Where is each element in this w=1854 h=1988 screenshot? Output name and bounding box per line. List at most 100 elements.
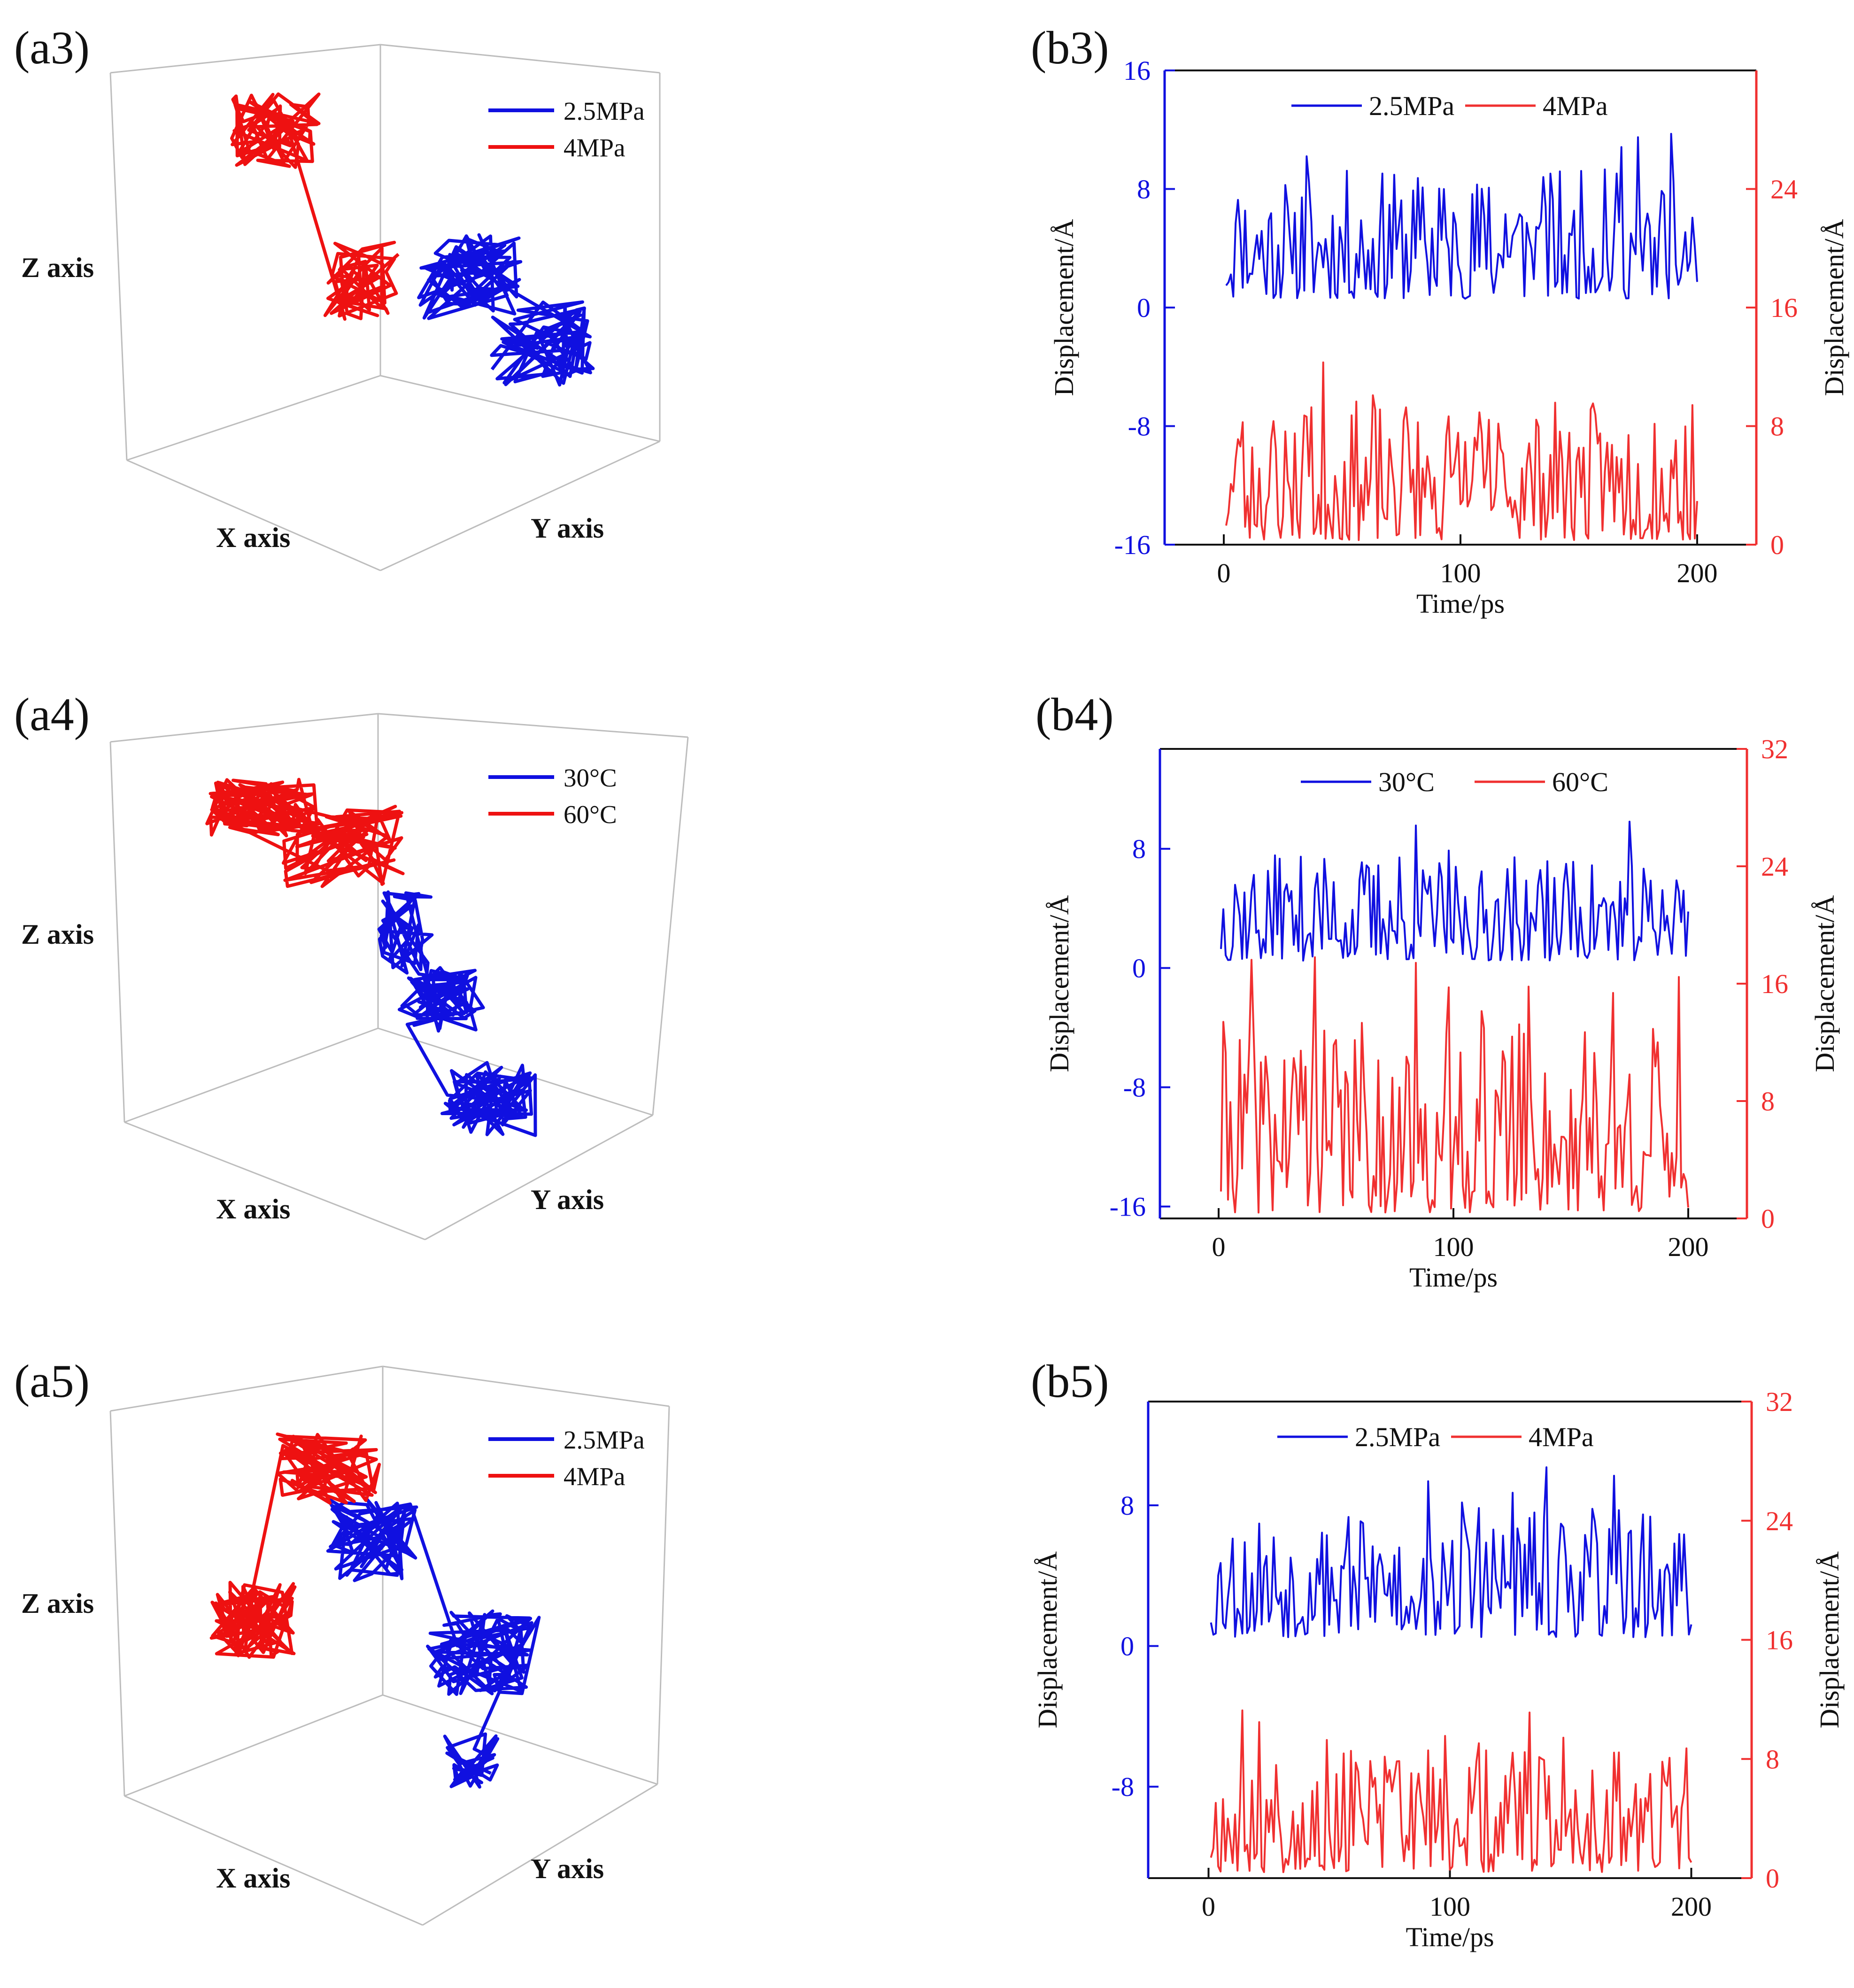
legend-label: 2.5MPa	[1355, 1422, 1440, 1452]
x-tick-label: 100	[1440, 558, 1481, 588]
box-edge	[110, 713, 379, 743]
y-axis-label: Y axis	[531, 513, 604, 544]
box-edge	[380, 375, 660, 442]
y-tick-label-right: 16	[1761, 969, 1788, 999]
box-edge	[124, 1694, 383, 1797]
panel-label: (b5)	[1031, 1355, 1109, 1407]
box-edge	[124, 1795, 423, 1926]
trajectory-4MPa	[209, 1432, 381, 1659]
y-axis-label: Y axis	[531, 1184, 604, 1215]
legend-label: 4MPa	[564, 1462, 625, 1491]
y-tick-label-right: 16	[1770, 293, 1798, 323]
panel-3d-5: (a5) Z axis X axis Y axis 2.5MPa 4MPa	[14, 1355, 670, 1926]
box-edge	[378, 1027, 653, 1116]
y-tick-label-left: 0	[1120, 1631, 1134, 1662]
y-tick-label-left: -16	[1114, 530, 1151, 560]
legend-label: 4MPa	[1543, 91, 1608, 121]
y-tick-label-left: -8	[1128, 411, 1151, 442]
x-tick-label: 0	[1202, 1891, 1215, 1922]
box-edge	[382, 1365, 670, 1407]
panel-label: (a4)	[14, 688, 90, 740]
x-tick-label: 200	[1677, 558, 1718, 588]
z-axis-label: Z axis	[21, 919, 94, 950]
legend-label: 2.5MPa	[564, 1426, 645, 1454]
box-edge	[652, 737, 689, 1116]
y-axis-title-right: Displacement/Å	[1809, 895, 1840, 1072]
trajectory-30C	[377, 890, 537, 1137]
x-tick-label: 200	[1668, 1232, 1709, 1262]
box-edge	[124, 1121, 425, 1241]
x-tick-label: 0	[1217, 558, 1231, 588]
y-axis-label: Y axis	[531, 1853, 604, 1884]
y-axis-title-right: Displacement/Å	[1814, 1551, 1845, 1728]
box-edge	[109, 1410, 125, 1796]
y-tick-label-left: -8	[1112, 1772, 1134, 1802]
series-line-60C	[1220, 956, 1689, 1214]
panel-line-5: 0 100 200 -8 0 8 0 8 16 24 32 Time/ps Displacement/Å…	[1031, 1355, 1845, 1952]
box-edge	[126, 375, 381, 461]
legend-label: 60°C	[564, 800, 617, 829]
series-line-25MPa	[1225, 133, 1698, 300]
series-line-30C	[1220, 820, 1689, 962]
box-edge	[378, 713, 688, 738]
x-axis-label: X axis	[216, 1194, 290, 1225]
y-axis-title-left: Displacement/Å	[1032, 1551, 1063, 1728]
series-line-4MPa	[1210, 1709, 1692, 1873]
z-axis-label: Z axis	[21, 252, 94, 283]
trajectory-25MPa	[417, 233, 595, 387]
legend-label: 30°C	[1378, 767, 1435, 797]
box-edge	[425, 1114, 653, 1241]
panel-label: (a3)	[14, 22, 90, 74]
series-line-25MPa	[1210, 1466, 1692, 1638]
legend-label: 2.5MPa	[1369, 91, 1454, 121]
legend-label: 4MPa	[1529, 1422, 1594, 1452]
y-tick-label-left: 8	[1120, 1490, 1134, 1521]
y-tick-label-left: -16	[1110, 1192, 1146, 1222]
y-tick-label-left: 16	[1123, 55, 1151, 86]
box-edge	[110, 1365, 383, 1412]
y-tick-label-right: 32	[1766, 1387, 1793, 1417]
trajectory-60C	[205, 778, 405, 888]
y-tick-label-right: 24	[1766, 1506, 1793, 1536]
y-tick-label-right: 24	[1770, 174, 1798, 205]
y-axis-title-right: Displacement/Å	[1819, 219, 1849, 396]
series-line-4MPa	[1225, 361, 1698, 541]
legend-label: 60°C	[1552, 767, 1608, 797]
box-edge	[422, 1783, 658, 1926]
box-edge	[109, 741, 125, 1123]
y-tick-label-right: 8	[1766, 1744, 1779, 1774]
panel-3d-4: (a4) Z axis X axis Y axis 30°C 60°C	[14, 688, 689, 1241]
x-axis-title: Time/ps	[1409, 1262, 1498, 1293]
x-tick-label: 100	[1429, 1891, 1470, 1922]
y-tick-label-right: 8	[1770, 411, 1784, 442]
y-tick-label-left: 0	[1137, 293, 1151, 323]
y-axis-title-left: Displacement/Å	[1049, 219, 1079, 396]
legend-label: 30°C	[564, 763, 617, 792]
x-axis-title: Time/ps	[1406, 1922, 1494, 1952]
panel-line-4: 0 100 200 -16 -8 0 8 0 8 16 24 32 Time/ps Displacemen…	[1035, 688, 1840, 1293]
y-axis-title-left: Displacement/Å	[1044, 895, 1074, 1072]
trajectory-4MPa	[230, 92, 400, 321]
y-tick-label-right: 24	[1761, 851, 1788, 882]
y-tick-label-right: 8	[1761, 1086, 1775, 1117]
x-tick-label: 0	[1212, 1232, 1226, 1262]
box-edge	[657, 1406, 670, 1785]
panel-label: (b4)	[1035, 688, 1114, 740]
legend-label: 2.5MPa	[564, 97, 645, 125]
y-tick-label-left: 8	[1137, 174, 1151, 205]
box-edge	[380, 440, 660, 571]
x-axis-label: X axis	[216, 522, 290, 553]
panel-label: (b3)	[1031, 22, 1109, 74]
panel-label: (a5)	[14, 1355, 90, 1407]
y-tick-label-right: 32	[1761, 734, 1788, 764]
y-tick-label-right: 0	[1766, 1863, 1779, 1894]
y-tick-label-left: 0	[1132, 953, 1146, 984]
box-edge	[382, 1694, 658, 1785]
box-edge	[110, 44, 381, 74]
x-tick-label: 200	[1671, 1891, 1712, 1922]
legend-label: 4MPa	[564, 133, 625, 162]
box-edge	[109, 72, 128, 461]
y-tick-label-left: 8	[1132, 834, 1146, 864]
x-tick-label: 100	[1433, 1232, 1474, 1262]
